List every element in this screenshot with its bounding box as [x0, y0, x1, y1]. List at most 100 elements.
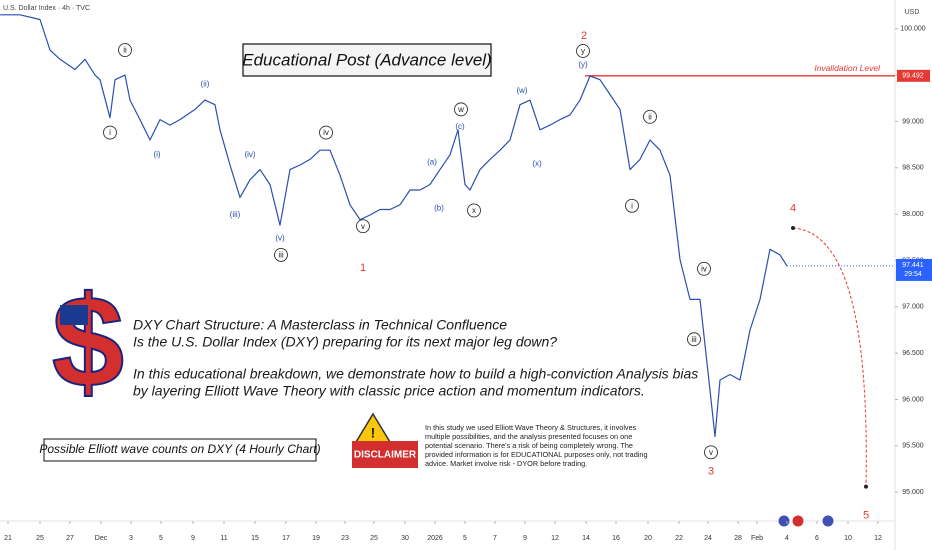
wave-label: i — [631, 201, 633, 210]
wave-label: (a) — [427, 157, 437, 166]
y-tick-label: 99.000 — [902, 118, 924, 125]
wave-circle — [103, 125, 117, 140]
x-tick-label: 7 — [493, 535, 497, 542]
invalidation-label: Invalidation Level — [814, 63, 881, 73]
x-tick-label: 12 — [551, 535, 559, 542]
y-tick-label: 98.500 — [902, 165, 924, 172]
wave-label: y — [581, 47, 585, 56]
wave-label: ii — [648, 112, 652, 121]
x-tick-label: 9 — [191, 535, 195, 542]
wave-label: (ii) — [201, 79, 210, 88]
wave-label: 1 — [360, 262, 366, 274]
wave-label: (w) — [516, 86, 527, 95]
x-tick-label: 14 — [582, 535, 590, 542]
wave-circle — [319, 125, 333, 140]
x-tick-label: 2026 — [427, 535, 443, 542]
y-tick-label: 100.000 — [900, 26, 925, 33]
event-icon[interactable] — [821, 514, 835, 528]
event-icons — [777, 514, 835, 528]
disclaimer-line: provided information is for EDUCATIONAL … — [425, 450, 648, 459]
wave-label: 2 — [581, 30, 587, 42]
dollar-sign: $ — [52, 268, 124, 414]
x-tick-label: Dec — [95, 535, 108, 542]
disclaimer-line: advice. Market involve risk - DYOR befor… — [425, 459, 587, 468]
x-tick-label: 5 — [463, 535, 467, 542]
x-tick-label: Feb — [751, 535, 763, 542]
projection-point — [864, 484, 868, 489]
wave-label: (i) — [153, 150, 160, 159]
x-tick-label: 11 — [220, 535, 227, 542]
wave-label: (b) — [434, 204, 444, 213]
x-tick-label: 27 — [66, 535, 74, 542]
wave-circle — [454, 102, 468, 117]
x-tick-label: 20 — [644, 535, 652, 542]
x-tick-label: 5 — [159, 535, 163, 542]
x-tick-label: 25 — [36, 535, 44, 542]
flag-canton — [60, 305, 88, 325]
wave-circle — [687, 332, 701, 347]
wave-label: iv — [323, 128, 329, 137]
x-tick-label: 6 — [815, 535, 819, 542]
wave-circle — [118, 43, 132, 58]
x-tick-label: 22 — [675, 535, 683, 542]
invalidation-price: 99.492 — [902, 73, 924, 80]
x-tick-label: 15 — [251, 535, 259, 542]
disclaimer-box — [352, 441, 418, 468]
x-tick-label: 17 — [282, 535, 290, 542]
wave-circle — [274, 247, 288, 262]
wave-label: (v) — [275, 233, 285, 242]
wave-circle — [576, 44, 590, 58]
last-price: 97.441 — [902, 262, 924, 269]
y-tick-label: 96.500 — [902, 350, 924, 357]
wave-circle — [625, 198, 639, 213]
x-tick-label: 30 — [401, 535, 409, 542]
y-tick-label: 96.000 — [902, 396, 924, 403]
wave-circle — [643, 109, 657, 124]
projection-path — [792, 227, 867, 487]
disclaimer-title: DISCLAIMER — [354, 450, 417, 461]
chart-title: Educational Post (Advance level) — [242, 50, 491, 69]
price-line — [0, 14, 788, 438]
event-icon[interactable] — [777, 514, 791, 528]
wave-label: iv — [701, 264, 707, 273]
wave-label: (iv) — [244, 150, 255, 159]
x-tick-label: 24 — [704, 535, 712, 542]
caption: Possible Elliott wave counts on DXY (4 H… — [39, 442, 320, 456]
x-tick-label: 25 — [370, 535, 378, 542]
caption-box — [43, 438, 317, 462]
intro-line: Is the U.S. Dollar Index (DXY) preparing… — [133, 334, 557, 350]
y-tick-label: 97.000 — [902, 304, 924, 311]
wave-label: v — [709, 448, 713, 457]
x-tick-label: 9 — [523, 535, 527, 542]
y-tick-label: 95.500 — [902, 443, 924, 450]
disclaimer-line: In this study we used Elliott Wave Theor… — [425, 423, 637, 432]
disclaimer-badge: ! DISCLAIMER — [352, 412, 418, 468]
y-tick-label: 98.000 — [902, 211, 924, 218]
disclaimer-line: potential scenario. There's a risk of be… — [425, 441, 633, 450]
wave-label: iii — [278, 251, 284, 260]
x-tick-label: 21 — [4, 535, 12, 542]
wave-circle — [697, 261, 711, 276]
wave-label: 4 — [790, 202, 796, 214]
wave-label: x — [472, 206, 476, 215]
dollar-icon: $ — [51, 267, 125, 415]
warning-mark: ! — [371, 425, 376, 441]
wave-label: ii — [123, 46, 127, 55]
wave-label: 3 — [708, 466, 714, 478]
x-tick-label: 12 — [874, 535, 882, 542]
wave-label: 5 — [863, 509, 869, 521]
projection-point — [791, 226, 795, 231]
wave-label: (iii) — [230, 210, 241, 219]
event-icon[interactable] — [791, 514, 805, 528]
x-tick-label: 28 — [734, 535, 742, 542]
invalidation-price-box — [897, 69, 930, 82]
x-tick-label: 10 — [844, 535, 852, 542]
x-tick-label: 23 — [341, 535, 349, 542]
intro-line: by layering Elliott Wave Theory with cla… — [133, 383, 645, 399]
intro-line: DXY Chart Structure: A Masterclass in Te… — [133, 317, 507, 333]
x-tick-label: 16 — [612, 535, 620, 542]
x-tick-label: 19 — [312, 535, 320, 542]
wave-label: v — [361, 222, 365, 231]
y-tick-label: 95.000 — [902, 489, 924, 496]
